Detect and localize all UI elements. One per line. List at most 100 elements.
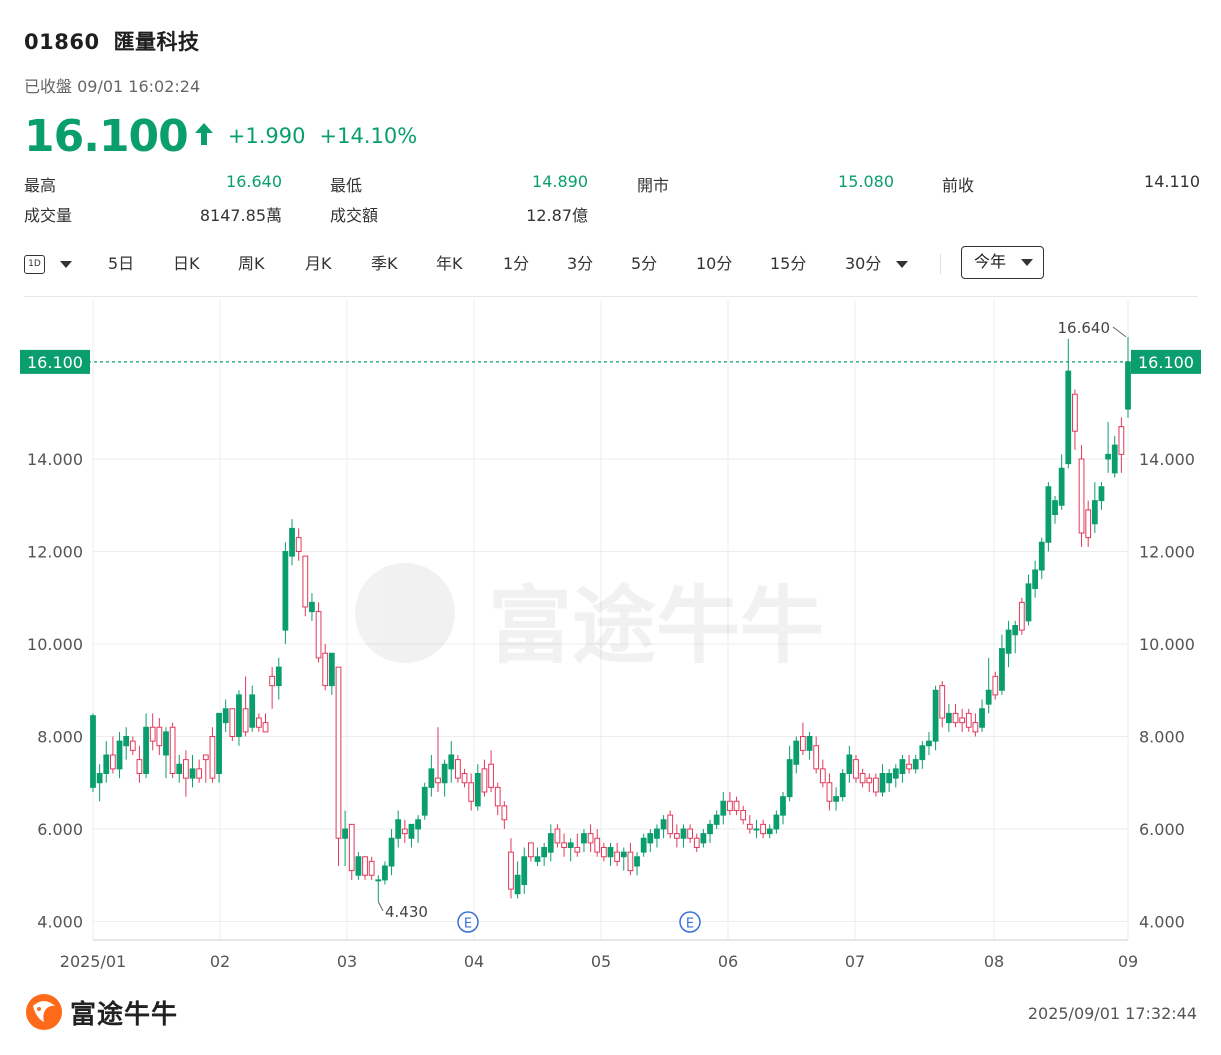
tab-15min[interactable]: 15分 <box>770 254 807 273</box>
candle-body <box>727 800 733 811</box>
candle <box>707 819 713 843</box>
candle <box>965 708 972 732</box>
candle-body <box>136 759 143 774</box>
tab-30min[interactable]: 30分 <box>845 246 909 282</box>
candle-body <box>395 819 402 839</box>
earnings-event-icon[interactable]: E <box>457 911 479 933</box>
tab-5min[interactable]: 5分 <box>631 254 658 273</box>
candle-body <box>514 874 521 895</box>
candle <box>494 782 501 816</box>
max-label-leader <box>1112 326 1127 338</box>
price-change: +1.990 <box>227 124 306 148</box>
candle-body <box>275 666 282 687</box>
tab-3min[interactable]: 3分 <box>567 254 594 273</box>
price-change-percent: +14.10% <box>319 124 418 148</box>
turnover-value: 12.87億 <box>526 206 588 225</box>
tab-daily-k[interactable]: 日K <box>173 254 200 273</box>
candle <box>839 768 846 802</box>
candle-body <box>985 689 992 705</box>
candle <box>760 819 766 839</box>
candle-body <box>614 851 621 862</box>
candle-body <box>1012 625 1019 636</box>
candle <box>1058 454 1065 510</box>
tab-5day[interactable]: 5日 <box>108 254 135 273</box>
candle-body <box>813 745 820 770</box>
y-tick-label-left: 12.000 <box>27 543 83 562</box>
candle <box>216 712 222 783</box>
candle-body <box>720 800 727 816</box>
candle-body <box>999 648 1005 691</box>
candle <box>926 731 932 755</box>
market-status: 已收盤 09/01 16:02:24 <box>24 77 201 96</box>
candle-body <box>879 773 886 793</box>
candle <box>176 755 183 783</box>
candle <box>999 634 1005 695</box>
event-marker-circle <box>457 911 479 933</box>
candle-body <box>408 823 415 839</box>
candle-body <box>455 759 461 779</box>
candle-body <box>574 847 581 853</box>
candle <box>1125 336 1131 418</box>
candle <box>1072 389 1078 450</box>
candle-body <box>872 777 879 793</box>
candle <box>149 713 156 751</box>
candle <box>335 666 342 866</box>
last-price-tag-left: 16.100 <box>20 349 90 374</box>
chevron-down-icon <box>1021 259 1034 266</box>
candle <box>607 842 614 866</box>
candle-body <box>1018 601 1025 631</box>
candle-body <box>945 712 952 724</box>
tab-monthly-k[interactable]: 月K <box>305 254 332 273</box>
tab-1min[interactable]: 1分 <box>503 254 530 273</box>
candle-body <box>176 763 183 774</box>
candle-body <box>634 856 640 867</box>
candle <box>614 842 621 866</box>
x-tick-label: 03 <box>337 952 357 971</box>
candle-body <box>740 810 747 821</box>
candle-body <box>123 736 130 747</box>
candle-body <box>833 796 839 802</box>
candle <box>1032 560 1039 598</box>
y-tick-label-left: 4.000 <box>37 913 83 932</box>
candle-body <box>959 717 966 724</box>
last-price: 16.100 <box>24 110 189 162</box>
candle <box>1118 417 1125 473</box>
stock-name: 匯量科技 <box>113 30 200 54</box>
y-tick-label-right: 6.000 <box>1139 820 1185 839</box>
last-price-tag-text: 16.100 <box>1138 353 1194 372</box>
tab-weekly-k[interactable]: 周K <box>238 254 265 273</box>
candle <box>793 736 800 774</box>
candle-body <box>368 860 375 876</box>
candle <box>886 768 893 792</box>
earnings-event-icon[interactable]: E <box>679 911 701 933</box>
candle-body <box>96 773 103 784</box>
candle <box>780 792 786 825</box>
candle <box>262 713 269 733</box>
candles <box>90 336 1131 902</box>
candle-body <box>846 754 853 774</box>
candle <box>362 856 368 880</box>
candle-body <box>793 740 800 765</box>
stock-title: 01860 匯量科技 <box>24 26 214 56</box>
candle-body <box>786 759 793 798</box>
candle <box>806 731 813 760</box>
candle-body <box>169 726 176 774</box>
candle-body <box>1118 426 1125 455</box>
candle-body <box>700 833 707 844</box>
candle <box>567 838 574 862</box>
interval-selector[interactable]: 1D <box>24 246 73 282</box>
tab-quarterly-k[interactable]: 季K <box>371 254 398 273</box>
x-tick-label: 04 <box>464 952 484 971</box>
candle-body <box>733 800 740 811</box>
candle-body <box>567 842 574 848</box>
candle <box>103 741 110 783</box>
y-tick-label-left: 10.000 <box>27 635 83 654</box>
y-tick-label-left: 6.000 <box>37 820 83 839</box>
range-select[interactable]: 今年 <box>961 246 1044 279</box>
candle-body <box>289 527 295 557</box>
tab-10min[interactable]: 10分 <box>696 254 733 273</box>
candle <box>521 847 528 894</box>
candlestick-chart[interactable]: 富途牛牛 4.000 4.000 6.000 6.000 8.000 8.000 10.00… <box>0 296 1221 986</box>
candle-body <box>382 865 388 881</box>
tab-yearly-k[interactable]: 年K <box>436 254 463 273</box>
